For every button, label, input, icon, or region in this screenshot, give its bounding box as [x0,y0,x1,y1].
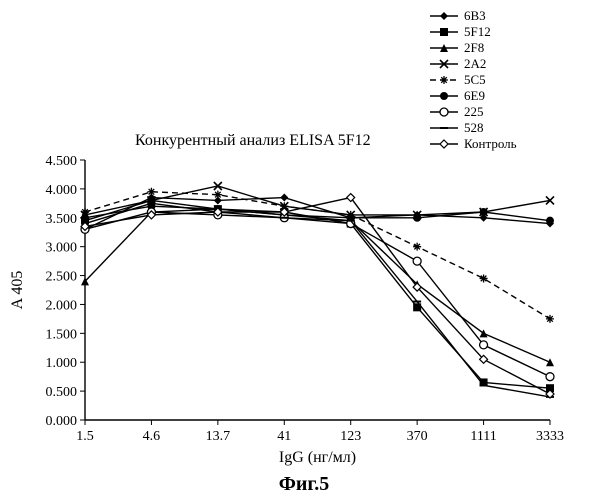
y-tick-label: 4.000 [46,183,78,198]
y-axis-title: A 405 [9,271,26,310]
series-group [81,182,554,398]
x-tick-label: 4.6 [143,429,161,444]
y-tick-label: 3.000 [46,241,78,256]
y-tick-label: 1.500 [46,327,78,342]
marker-square-filled-icon [440,28,448,36]
legend-label: 2A2 [464,56,486,71]
y-tick-label: 2.500 [46,270,78,285]
legend-label: 528 [464,120,484,135]
x-tick-label: 370 [407,429,428,444]
x-tick-label: 3333 [536,429,564,444]
marker-asterisk-icon [440,76,448,84]
series-line [85,212,550,377]
series-528 [81,203,554,397]
marker-circle-filled-icon [480,208,488,216]
series-line [85,209,550,362]
figure-label: Фиг.5 [279,473,330,495]
marker-asterisk-icon [546,315,554,323]
marker-asterisk-icon [480,274,488,282]
legend-label: 2F8 [464,40,484,55]
y-tick-label: 2.000 [46,298,78,313]
marker-circle-open-icon [546,373,554,381]
legend-label: 6B3 [464,8,486,23]
marker-circle-filled-icon [413,214,421,222]
x-tick-label: 123 [340,429,361,444]
x-axis-title: IgG (нг/мл) [279,449,356,466]
marker-diamond-open-icon [440,140,448,148]
y-tick-label: 0.000 [46,414,78,429]
y-tick-label: 0.500 [46,385,78,400]
legend-label: 5C5 [464,72,486,87]
chart-svg: 0.000 0.500 1.000 1.500 2.000 2.500 3.000 3.500… [0,0,608,500]
legend-label: Контроль [464,136,517,151]
chart-container: 0.000 0.500 1.000 1.500 2.000 2.500 3.000 3.500… [0,0,608,500]
marker-diamond-filled-icon [440,12,448,20]
marker-diamond-filled-icon [280,194,288,202]
marker-triangle-filled-icon [546,358,554,366]
legend-label: 5F12 [464,24,491,39]
series-line [85,203,550,397]
series-ctrl [81,194,554,398]
series-line [85,198,550,394]
marker-circle-filled-icon [440,92,448,100]
y-tick-label: 3.500 [46,212,78,227]
marker-circle-filled-icon [81,214,89,222]
y-tick-label: 4.500 [46,154,78,169]
x-tick-label: 13.7 [206,429,231,444]
x-tick-label: 41 [277,429,291,444]
marker-asterisk-icon [413,243,421,251]
chart-title: Конкурентный анализ ELISA 5F12 [135,132,371,149]
y-tick-label: 1.000 [46,356,78,371]
marker-circle-open-icon [440,108,448,116]
marker-circle-filled-icon [546,217,554,225]
legend-label: 6E9 [464,88,485,103]
marker-asterisk-icon [214,191,222,199]
x-tick-label: 1.5 [76,429,94,444]
marker-asterisk-icon [147,188,155,196]
legend-label: 225 [464,104,484,119]
series-225 [81,208,554,381]
marker-circle-open-icon [413,257,421,265]
x-tick-label: 1111 [470,429,496,444]
marker-circle-open-icon [480,341,488,349]
